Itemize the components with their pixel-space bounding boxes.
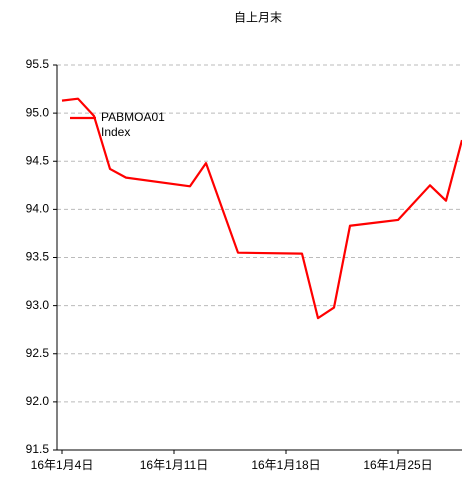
y-tick-label: 95.5 — [26, 57, 50, 71]
y-tick-label: 93.0 — [26, 298, 50, 312]
y-tick-label: 94.5 — [26, 153, 50, 167]
chart-title: 自上月末 — [234, 11, 282, 25]
x-tick-label: 16年1月4日 — [31, 458, 94, 472]
y-tick-label: 92.5 — [26, 346, 50, 360]
y-tick-label: 94.0 — [26, 202, 50, 216]
x-tick-label: 16年1月18日 — [251, 458, 320, 472]
y-tick-label: 95.0 — [26, 105, 50, 119]
y-tick-label: 93.5 — [26, 250, 50, 264]
x-tick-label: 16年1月25日 — [363, 458, 432, 472]
y-tick-label: 92.0 — [26, 394, 50, 408]
legend-entry: PABMOA01 Index — [101, 110, 165, 139]
x-tick-label: 16年1月11日 — [140, 458, 208, 472]
y-tick-label: 91.5 — [26, 442, 50, 456]
legend-label: PABMOA01 Index — [101, 110, 165, 139]
data-line — [61, 97, 462, 320]
